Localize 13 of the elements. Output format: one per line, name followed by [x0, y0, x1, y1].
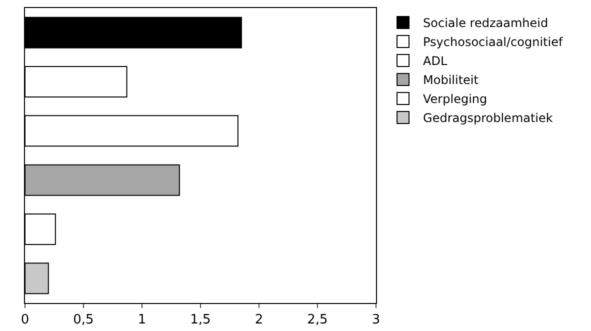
- legend-label: ADL: [423, 54, 448, 68]
- legend-label: Sociale redzaamheid: [423, 16, 548, 30]
- text: 0,5: [73, 312, 94, 328]
- x-tick-label: 1: [138, 312, 146, 328]
- legend-label: Psychosociaal/cognitief: [423, 35, 564, 50]
- x-tick-label: 3: [372, 312, 380, 328]
- legend-label: Mobiliteit: [423, 73, 479, 88]
- legend-label: Gedragsproblematiek: [423, 111, 553, 126]
- legend-label: Verpleging: [423, 92, 488, 106]
- text: 2,5: [307, 312, 328, 328]
- x-tick-label: 0: [20, 312, 30, 328]
- x-tick-label: 2: [254, 312, 264, 328]
- text: 1,5: [190, 312, 211, 328]
